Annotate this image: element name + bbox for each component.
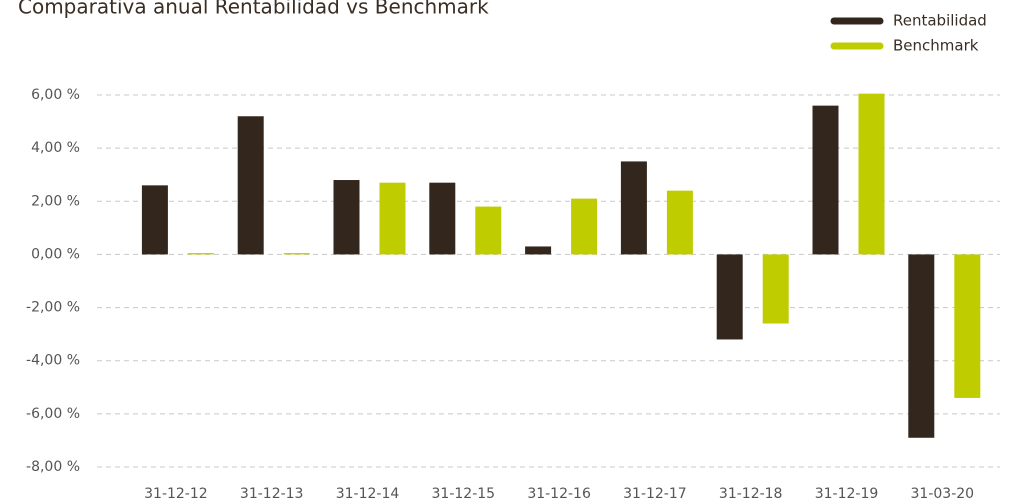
bar	[908, 254, 935, 438]
x-tick-label: 31-12-14	[336, 486, 400, 502]
bar	[379, 182, 406, 255]
x-tick-label: 31-12-13	[240, 486, 304, 502]
x-tick-label: 31-12-18	[719, 486, 783, 502]
x-tick-label: 31-12-19	[815, 486, 879, 502]
y-tick-label: -8,00 %	[26, 459, 80, 475]
bar	[333, 180, 360, 255]
bar	[858, 93, 885, 255]
bar	[716, 254, 743, 340]
x-tick-label: 31-12-12	[144, 486, 208, 502]
x-tick-label: 31-12-17	[623, 486, 687, 502]
chart-title: Comparativa anual Rentabilidad vs Benchm…	[18, 0, 489, 19]
y-tick-label: 6,00 %	[31, 87, 80, 103]
legend-label: Benchmark	[893, 37, 979, 55]
x-tick-label: 31-03-20	[911, 486, 975, 502]
bar	[620, 161, 647, 255]
bar	[475, 206, 502, 255]
bar	[666, 190, 693, 255]
y-tick-label: -6,00 %	[26, 406, 80, 422]
bar	[429, 182, 456, 255]
bar	[237, 116, 264, 255]
y-tick-label: 0,00 %	[31, 246, 80, 262]
x-tick-label: 31-12-16	[527, 486, 591, 502]
bar	[812, 105, 839, 255]
bar	[283, 253, 310, 255]
bar	[762, 254, 789, 324]
bar	[571, 198, 598, 255]
y-tick-label: 2,00 %	[31, 193, 80, 209]
bar	[141, 185, 168, 255]
legend-label: Rentabilidad	[893, 12, 987, 30]
y-tick-label: -2,00 %	[26, 300, 80, 316]
x-tick-label: 31-12-15	[432, 486, 496, 502]
y-tick-label: 4,00 %	[31, 140, 80, 156]
bar	[187, 253, 214, 255]
y-tick-label: -4,00 %	[26, 353, 80, 369]
bar	[954, 254, 981, 398]
bar	[525, 246, 552, 255]
